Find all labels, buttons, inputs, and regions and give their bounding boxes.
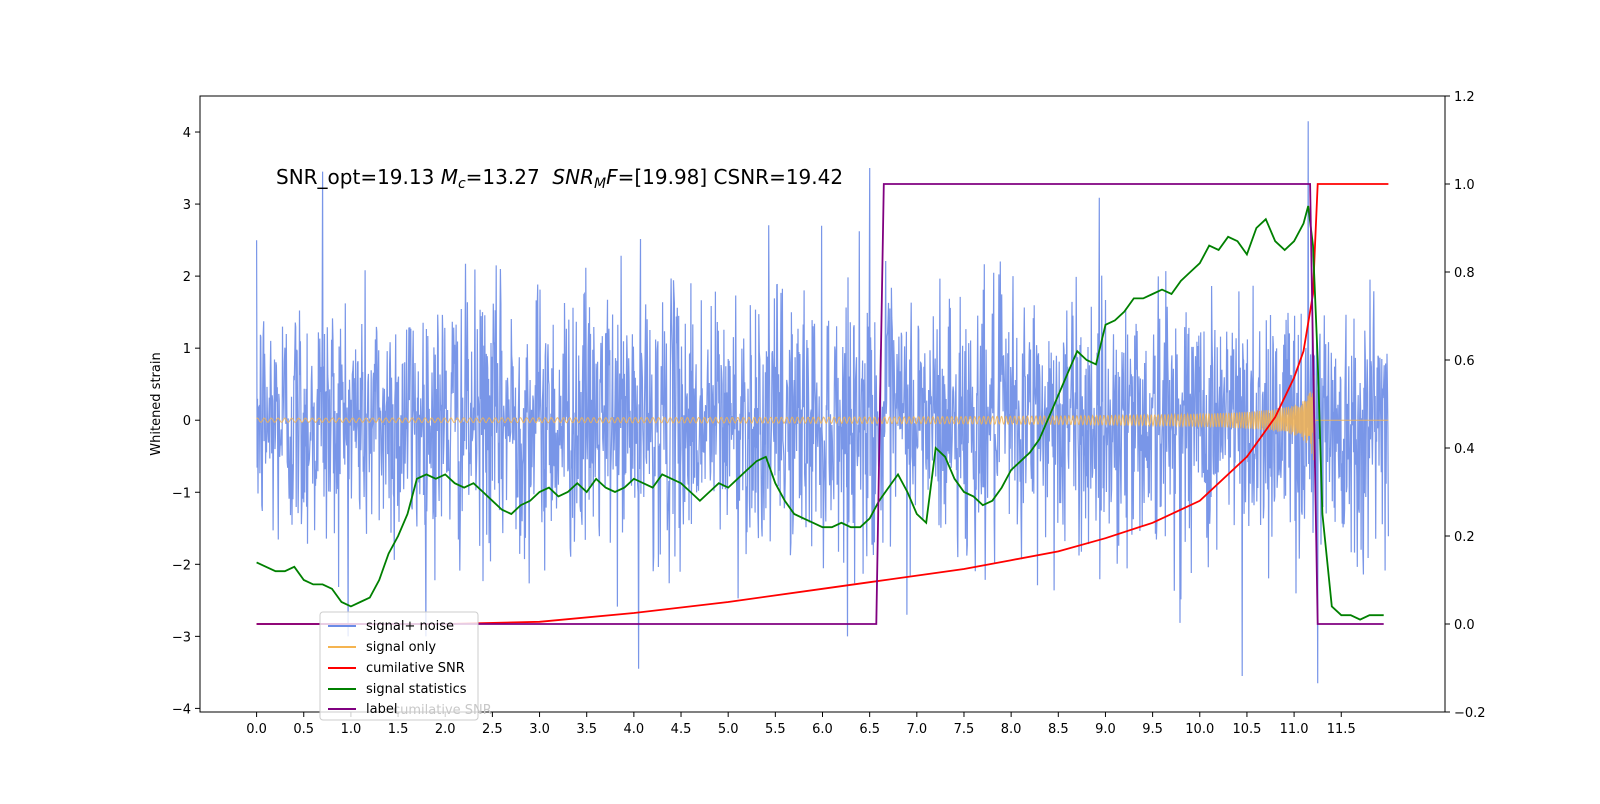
x-tick-label: 0.5 xyxy=(293,722,314,737)
cumulative-snr-series xyxy=(256,183,1389,625)
signal-statistics-series xyxy=(256,205,1384,621)
y-left-tick-label: 4 xyxy=(183,126,191,141)
y-right-tick-label: 0.0 xyxy=(1454,618,1475,633)
annotation-mc-symbol: M xyxy=(441,165,458,189)
y-right-tick-label: 0.6 xyxy=(1454,354,1475,369)
x-tick-label: 4.0 xyxy=(624,722,645,737)
signal-line xyxy=(256,375,1389,468)
y-axis-left: 4 3 2 1 0 −1 −2 −3 −4 xyxy=(172,126,200,717)
x-tick-label: 6.0 xyxy=(812,722,833,737)
x-tick-label: 11.5 xyxy=(1327,722,1356,737)
y-right-tick-label: 1.2 xyxy=(1454,90,1475,105)
legend-label-cumulative: cumilative SNR xyxy=(366,661,465,676)
label-series xyxy=(256,183,1384,625)
x-tick-label: 1.0 xyxy=(341,722,362,737)
y-left-tick-label: −3 xyxy=(172,630,191,645)
y-right-tick-label: 1.0 xyxy=(1454,178,1475,193)
x-tick-label: 1.5 xyxy=(388,722,409,737)
x-tick-label: 0.0 xyxy=(246,722,267,737)
x-tick-label: 2.5 xyxy=(482,722,503,737)
x-tick-label: 4.5 xyxy=(671,722,692,737)
y-left-tick-label: −1 xyxy=(172,486,191,501)
y-left-tick-label: 0 xyxy=(183,414,191,429)
x-tick-label: 6.5 xyxy=(859,722,880,737)
x-tick-label: 8.5 xyxy=(1048,722,1069,737)
x-tick-label: 3.5 xyxy=(576,722,597,737)
y-axis-label: Whitened strain xyxy=(149,352,164,455)
x-tick-label: 3.0 xyxy=(529,722,550,737)
annotation-snr-opt: SNR_opt=19.13 xyxy=(276,165,441,189)
noise-line xyxy=(256,121,1390,684)
x-tick-label: 2.0 xyxy=(435,722,456,737)
signal-series xyxy=(256,375,1389,468)
annotation-text: SNR_opt=19.13 Mc=13.27 SNRMF=[19.98] CSN… xyxy=(276,165,843,192)
x-tick-label: 9.0 xyxy=(1095,722,1116,737)
y-right-tick-label: 0.8 xyxy=(1454,266,1475,281)
legend-label-label: label xyxy=(366,702,397,717)
annotation-mc-value: =13.27 xyxy=(466,165,553,189)
x-tick-label: 7.0 xyxy=(906,722,927,737)
legend-label-statistics: signal statistics xyxy=(366,682,467,697)
x-tick-label: 5.5 xyxy=(765,722,786,737)
x-axis: 0.0 0.5 1.0 1.5 2.0 2.5 3.0 3.5 4.0 4.5 5.0 5.5 6.0 6… xyxy=(246,712,1356,737)
x-tick-label: 9.5 xyxy=(1142,722,1163,737)
x-tick-label: 10.0 xyxy=(1185,722,1214,737)
legend-ghost-text: cumilative SNR xyxy=(393,703,492,718)
cumulative-snr-line xyxy=(256,183,1389,625)
label-line xyxy=(256,183,1384,625)
signal-statistics-line xyxy=(256,205,1384,621)
legend: cumilative SNR signal+ noise signal only… xyxy=(319,611,492,721)
y-left-tick-label: 2 xyxy=(183,270,191,285)
annotation-snr-f: F xyxy=(606,165,618,189)
annotation-snr-value: =[19.98] CSNR=19.42 xyxy=(618,165,844,189)
annotation-snr-symbol: SNR xyxy=(552,165,594,189)
y-right-tick-label: 0.2 xyxy=(1454,530,1475,545)
y-right-tick-label: 0.4 xyxy=(1454,442,1475,457)
x-tick-label: 10.5 xyxy=(1232,722,1261,737)
y-left-tick-label: 1 xyxy=(183,342,191,357)
annotation-mc-sub: c xyxy=(458,176,466,192)
y-axis-right: 1.2 1.0 0.8 0.6 0.4 0.2 0.0 −0.2 xyxy=(1445,90,1486,721)
annotation-snr-sub: M xyxy=(594,176,606,192)
x-tick-label: 8.0 xyxy=(1001,722,1022,737)
y-left-tick-label: −2 xyxy=(172,558,191,573)
legend-box xyxy=(319,611,479,721)
x-tick-label: 5.0 xyxy=(718,722,739,737)
x-tick-label: 7.5 xyxy=(954,722,975,737)
y-right-tick-label: −0.2 xyxy=(1454,706,1486,721)
x-tick-label: 11.0 xyxy=(1280,722,1309,737)
y-left-tick-label: −4 xyxy=(172,702,191,717)
legend-label-noise: signal+ noise xyxy=(366,619,454,634)
noise-series xyxy=(256,121,1390,684)
y-left-tick-label: 3 xyxy=(183,198,191,213)
legend-label-signal: signal only xyxy=(366,640,436,655)
